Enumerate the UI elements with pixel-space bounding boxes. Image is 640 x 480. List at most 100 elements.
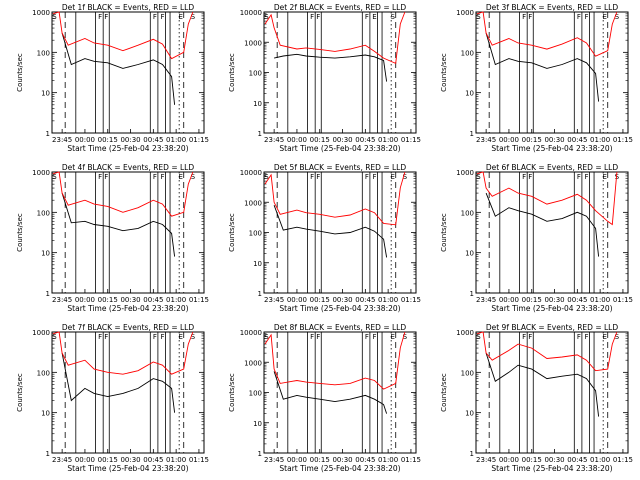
marker-label: F xyxy=(310,173,314,181)
y-tick-label: 10 xyxy=(41,90,50,98)
marker-label: F xyxy=(577,333,581,341)
y-tick-label: 1000 xyxy=(456,9,474,17)
marker-label: F xyxy=(104,13,108,21)
y-tick-label: 1000 xyxy=(32,169,50,177)
x-tick-label: 01:15 xyxy=(401,136,421,144)
y-tick-label: 1 xyxy=(470,290,474,298)
x-tick-label: 00:15 xyxy=(522,456,542,464)
marker-label: F xyxy=(153,173,157,181)
series-events-line xyxy=(273,371,388,414)
x-tick-label: 23:45 xyxy=(52,136,72,144)
marker-label: S xyxy=(52,13,57,21)
y-tick-label: 10 xyxy=(41,410,50,418)
marker-label: F xyxy=(310,333,314,341)
y-tick-label: 1000 xyxy=(456,169,474,177)
series-lld-line xyxy=(52,11,194,60)
x-tick-label: 01:00 xyxy=(590,456,610,464)
x-tick-label: 23:45 xyxy=(264,296,284,304)
marker-label: S xyxy=(52,173,57,181)
panel-title: Det 1f BLACK = Events, RED = LLD xyxy=(62,3,195,12)
marker-label: S xyxy=(264,173,269,181)
x-axis-label: Start Time (25-Feb-04 23:38:20) xyxy=(279,144,400,153)
y-tick-label: 1 xyxy=(258,130,262,138)
x-tick-label: 01:00 xyxy=(590,136,610,144)
panel-title: Det 3f BLACK = Events, RED = LLD xyxy=(486,3,619,12)
x-tick-label: 01:15 xyxy=(189,296,209,304)
marker-label: F xyxy=(372,333,376,341)
marker-label: S xyxy=(264,333,269,341)
x-tick-label: 01:00 xyxy=(590,296,610,304)
marker-label: F xyxy=(528,13,532,21)
marker-label: F xyxy=(316,13,320,21)
marker-label: S xyxy=(191,173,196,181)
x-tick-label: 00:00 xyxy=(287,296,307,304)
x-tick-label: 00:15 xyxy=(522,296,542,304)
marker-label: S xyxy=(476,173,481,181)
y-tick-label: 100 xyxy=(249,70,262,78)
x-tick-label: 01:00 xyxy=(166,456,186,464)
y-tick-label: 10 xyxy=(253,420,262,428)
x-tick-label: 01:00 xyxy=(378,456,398,464)
marker-label: E xyxy=(178,173,182,181)
x-tick-label: 23:45 xyxy=(52,296,72,304)
y-axis-label: Counts/sec xyxy=(228,213,236,252)
y-tick-label: 1 xyxy=(46,130,50,138)
marker-label: S xyxy=(390,13,395,21)
marker-label: E xyxy=(372,13,376,21)
marker-label: E xyxy=(390,333,394,341)
panel-title: Det 9f BLACK = Events, RED = LLD xyxy=(486,323,619,332)
x-tick-label: 00:30 xyxy=(120,296,140,304)
y-tick-label: 10 xyxy=(465,90,474,98)
marker-label: F xyxy=(153,13,157,21)
marker-label: F xyxy=(104,333,108,341)
y-tick-label: 1000 xyxy=(32,329,50,337)
y-tick-label: 100 xyxy=(37,49,50,57)
y-axis-label: Counts/sec xyxy=(440,53,448,92)
marker-label: E xyxy=(178,13,182,21)
marker-label: F xyxy=(372,173,376,181)
series-events-line xyxy=(485,192,600,257)
series-events-line xyxy=(485,352,600,417)
series-events-line xyxy=(273,205,388,258)
marker-label: F xyxy=(365,333,369,341)
y-tick-label: 10 xyxy=(253,260,262,268)
marker-label: F xyxy=(584,333,588,341)
marker-label: E xyxy=(390,173,394,181)
y-tick-label: 100 xyxy=(461,49,474,57)
series-lld-line xyxy=(476,331,618,372)
marker-label: F xyxy=(528,333,532,341)
marker-label: F xyxy=(365,13,369,21)
marker-label: F xyxy=(522,333,526,341)
x-axis-label: Start Time (25-Feb-04 23:38:20) xyxy=(279,464,400,473)
panel-title: Det 4f BLACK = Events, RED = LLD xyxy=(62,163,195,172)
y-tick-label: 1 xyxy=(46,290,50,298)
marker-label: S xyxy=(615,333,620,341)
series-events-line xyxy=(485,32,600,102)
marker-label: F xyxy=(310,13,314,21)
x-axis-label: Start Time (25-Feb-04 23:38:20) xyxy=(491,144,612,153)
x-axis-label: Start Time (25-Feb-04 23:38:20) xyxy=(491,464,612,473)
y-axis-label: Counts/sec xyxy=(16,53,24,92)
y-tick-label: 10 xyxy=(253,100,262,108)
marker-label: F xyxy=(528,173,532,181)
y-axis-label: Counts/sec xyxy=(228,53,236,92)
marker-label: E xyxy=(602,173,606,181)
plot-frame xyxy=(263,331,417,454)
panel-title: Det 7f BLACK = Events, RED = LLD xyxy=(62,323,195,332)
series-lld-line xyxy=(264,171,406,226)
x-tick-label: 00:45 xyxy=(143,296,163,304)
y-tick-label: 100 xyxy=(37,369,50,377)
y-tick-label: 1000 xyxy=(32,9,50,17)
x-tick-label: 00:45 xyxy=(567,296,587,304)
marker-label: S xyxy=(52,333,57,341)
x-tick-label: 23:45 xyxy=(476,296,496,304)
x-tick-label: 01:15 xyxy=(401,296,421,304)
marker-label: F xyxy=(522,13,526,21)
x-tick-label: 00:45 xyxy=(567,136,587,144)
y-tick-label: 100 xyxy=(249,390,262,398)
x-tick-label: 00:45 xyxy=(355,136,375,144)
x-tick-label: 01:15 xyxy=(189,136,209,144)
